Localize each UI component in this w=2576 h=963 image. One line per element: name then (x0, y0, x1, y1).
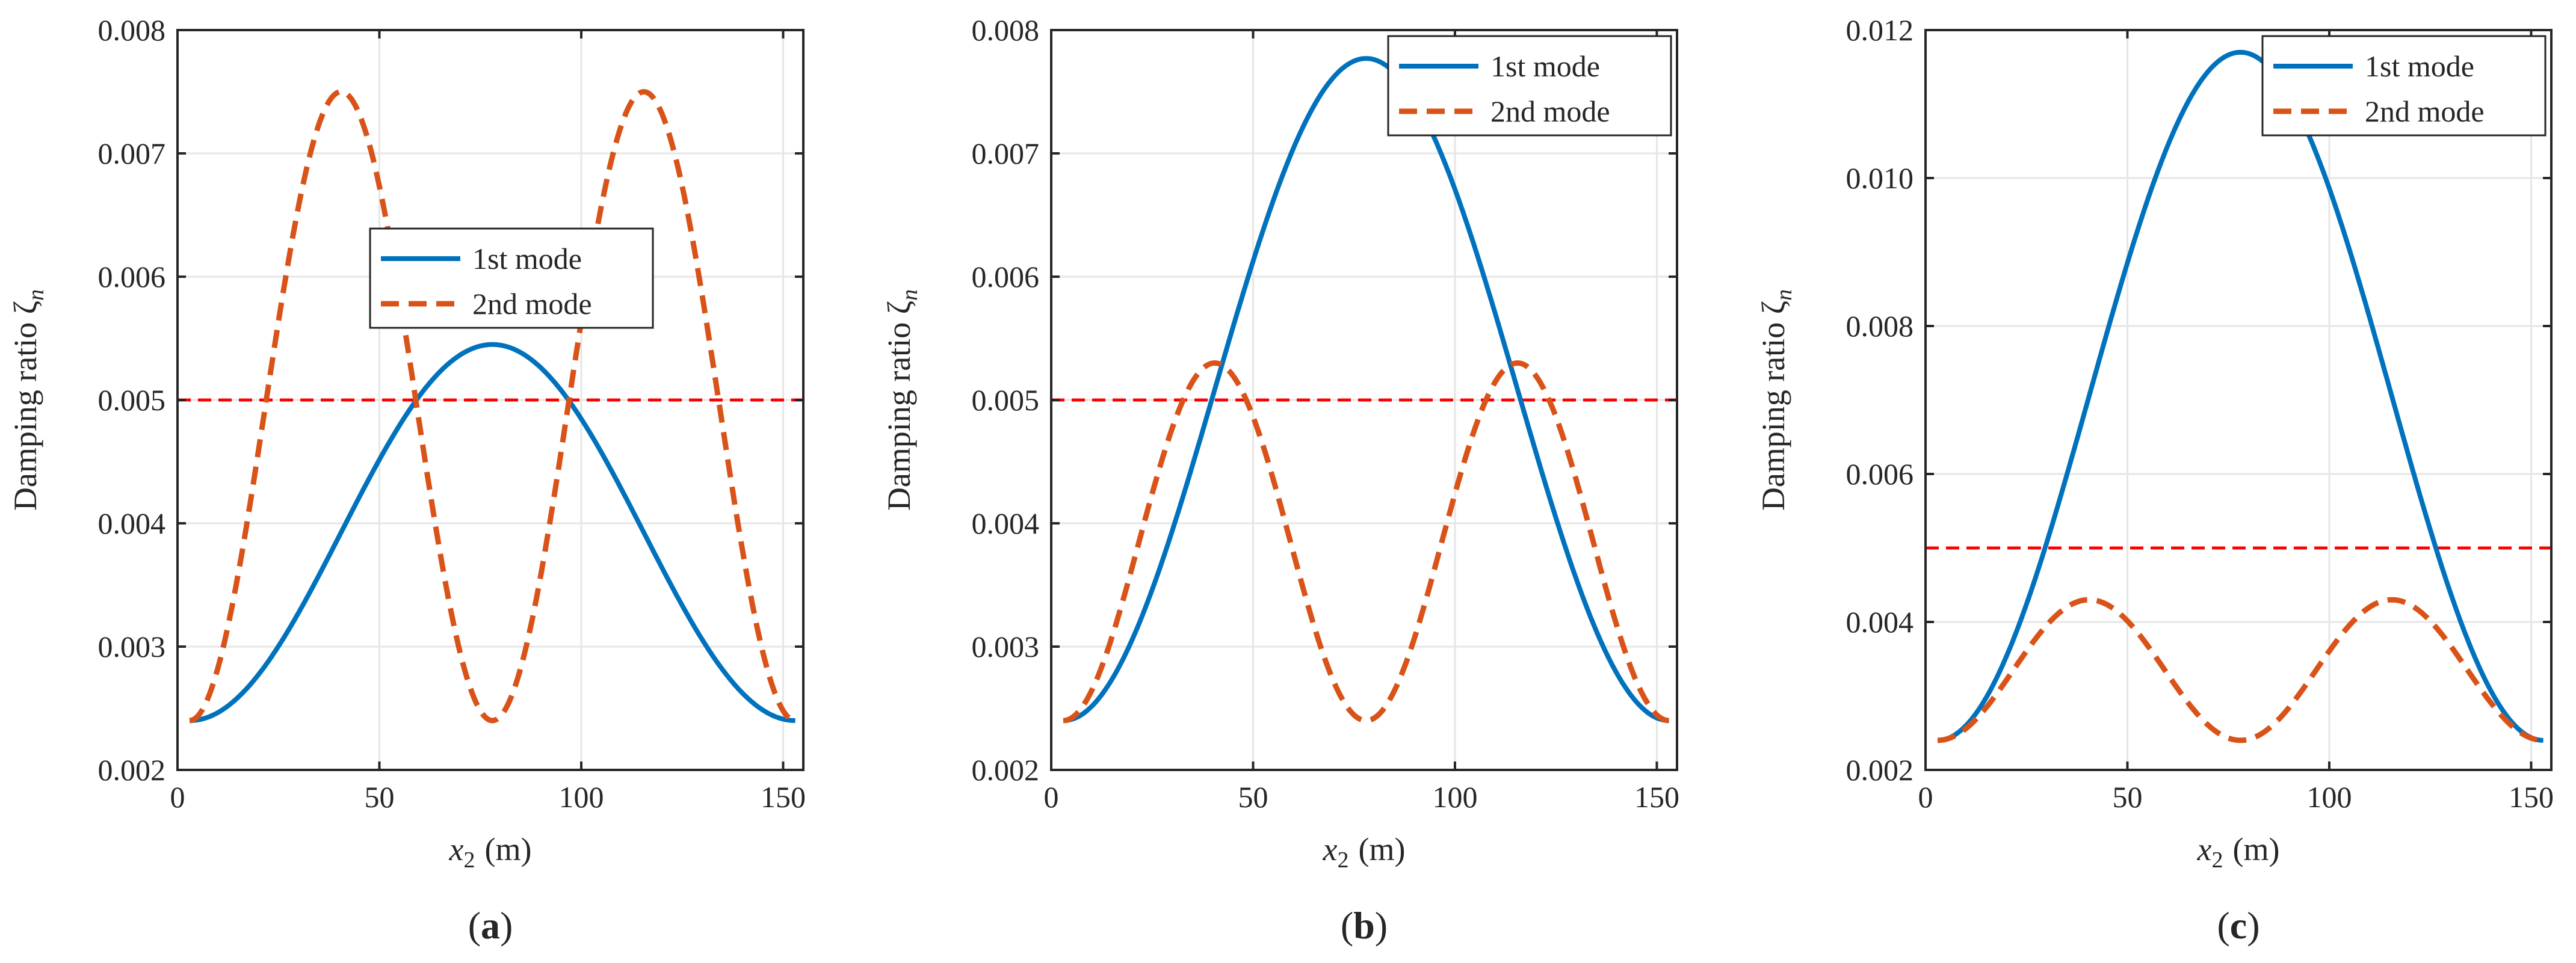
x-tick-label: 100 (558, 780, 604, 814)
x-tick-label: 100 (1432, 780, 1477, 814)
x-tick-label: 0 (170, 780, 185, 814)
series-line-2nd-mode (189, 89, 796, 724)
y-axis-title: Damping ratio ζn (1755, 289, 1797, 511)
x-axis-variable: x (1323, 831, 1338, 867)
x-axis-unit: (m) (1359, 831, 1406, 867)
x-tick-label: 0 (1918, 780, 1933, 814)
caption-letter: a (481, 904, 500, 947)
legend-label-1st-mode: 1st mode (472, 242, 582, 275)
y-tick-label: 0.007 (972, 137, 1040, 170)
legend: 1st mode 2nd mode (2261, 35, 2547, 137)
series-line-2nd-mode (1937, 597, 2544, 743)
y-tick-label: 0.006 (972, 260, 1040, 294)
series-line-2nd-mode (1063, 360, 1670, 724)
x-axis-subscript: 2 (464, 848, 475, 873)
y-tick-label: 0.004 (972, 506, 1040, 540)
caption-open-paren: ( (468, 904, 481, 947)
y-tick-label: 0.006 (98, 260, 166, 294)
x-axis-variable: x (449, 831, 464, 867)
y-axis-title: Damping ratio ζn (7, 289, 49, 511)
x-tick-label: 50 (364, 780, 394, 814)
y-tick-label: 0.004 (98, 506, 166, 540)
x-axis-variable: x (2197, 831, 2212, 867)
y-tick-label: 0.008 (98, 13, 166, 47)
y-axis-subscript: n (23, 289, 49, 301)
y-tick-label: 0.008 (1846, 309, 1914, 343)
caption-letter: c (2230, 904, 2247, 947)
legend: 1st mode 2nd mode (369, 227, 654, 329)
y-tick-label: 0.006 (1846, 457, 1914, 491)
legend-box (2261, 35, 2547, 137)
x-axis-title: x2 (m) (2197, 831, 2280, 873)
x-tick-label: 150 (761, 780, 806, 814)
x-axis-subscript: 2 (2212, 848, 2223, 873)
series-line-1st-mode (1937, 49, 2544, 743)
panel-b: 0 50 100 150 0.002 0.003 0.004 0.005 0.006 0.007 0… (881, 13, 1679, 947)
x-tick-label: 0 (1044, 780, 1059, 814)
y-axis-label: Damping ratio ζ (7, 301, 43, 511)
x-axis-subscript: 2 (1338, 848, 1349, 873)
legend-box (1387, 35, 1672, 137)
x-axis-unit: (m) (485, 831, 532, 867)
caption-letter: b (1353, 904, 1375, 947)
axes-box (1924, 29, 2553, 771)
legend: 1st mode 2nd mode (1387, 35, 1672, 137)
panel-c: 0 50 100 150 0.002 0.004 0.006 0.008 0.010 0.012 x… (1755, 13, 2554, 947)
panel-caption: (b) (1341, 904, 1388, 947)
y-tick-label: 0.003 (98, 630, 166, 663)
y-tick-label: 0.008 (972, 13, 1040, 47)
x-axis-unit: (m) (2233, 831, 2280, 867)
x-axis-title: x2 (m) (449, 831, 532, 873)
y-tick-label: 0.003 (972, 630, 1040, 663)
caption-open-paren: ( (1341, 904, 1353, 947)
x-tick-label: 50 (2112, 780, 2142, 814)
legend-label-1st-mode: 1st mode (1490, 49, 1600, 83)
y-tick-label: 0.005 (972, 383, 1040, 417)
panel-caption: (a) (468, 904, 513, 947)
x-tick-label: 150 (1634, 780, 1679, 814)
x-tick-label: 50 (1238, 780, 1268, 814)
series-line-1st-mode (189, 342, 796, 723)
legend-box (369, 227, 654, 329)
legend-label-2nd-mode: 2nd mode (2365, 94, 2485, 128)
y-axis-subscript: n (1771, 289, 1797, 301)
y-tick-label: 0.004 (1846, 605, 1914, 639)
y-tick-label: 0.005 (98, 383, 166, 417)
y-axis-label: Damping ratio ζ (1755, 301, 1791, 511)
plot-area (1926, 30, 2551, 770)
legend-label-1st-mode: 1st mode (2365, 49, 2474, 83)
caption-close-paren: ) (1375, 904, 1388, 947)
caption-close-paren: ) (2247, 904, 2259, 947)
series-line-1st-mode (1063, 56, 1670, 723)
y-axis-title: Damping ratio ζn (881, 289, 922, 511)
legend-label-2nd-mode: 2nd mode (472, 287, 592, 321)
y-axis-subscript: n (897, 289, 922, 301)
y-tick-label: 0.002 (1846, 753, 1914, 787)
y-tick-label: 0.012 (1846, 13, 1914, 47)
caption-close-paren: ) (500, 904, 513, 947)
x-axis-title: x2 (m) (1323, 831, 1406, 873)
y-tick-label: 0.002 (98, 753, 166, 787)
y-tick-label: 0.007 (98, 137, 166, 170)
panel-caption: (c) (2217, 904, 2259, 947)
legend-label-2nd-mode: 2nd mode (1490, 94, 1610, 128)
x-tick-label: 150 (2509, 780, 2554, 814)
y-tick-label: 0.002 (972, 753, 1040, 787)
panel-a: 0 50 100 150 0.002 0.003 0.004 0.005 0.006 0.007 0… (7, 13, 806, 947)
x-tick-label: 100 (2306, 780, 2352, 814)
caption-open-paren: ( (2217, 904, 2229, 947)
y-tick-label: 0.010 (1846, 161, 1914, 195)
y-axis-label: Damping ratio ζ (881, 301, 917, 511)
